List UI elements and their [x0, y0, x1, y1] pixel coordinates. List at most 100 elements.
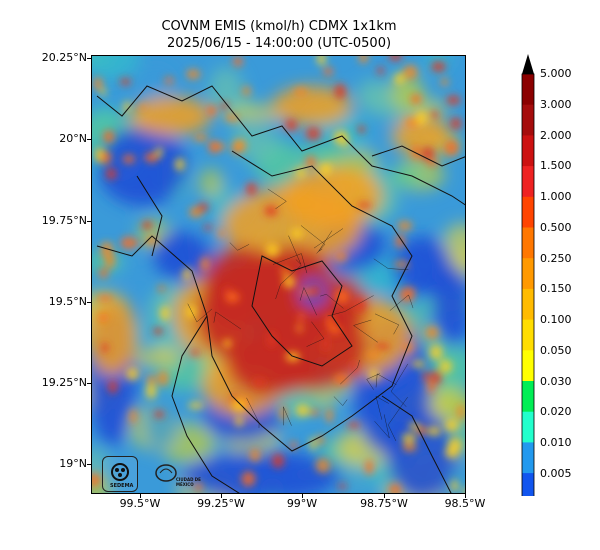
- field-blob: [390, 166, 424, 187]
- emission-speckle: [157, 285, 165, 292]
- boundary-line: [136, 175, 163, 257]
- municipal-boundary: [366, 373, 380, 390]
- colorbar-label: 0.005: [540, 467, 572, 480]
- emission-speckle: [358, 56, 369, 64]
- emission-speckle: [368, 368, 380, 382]
- boundary-line: [96, 235, 240, 493]
- emission-speckle: [105, 168, 117, 180]
- municipal-boundary: [187, 303, 213, 323]
- emission-speckle: [164, 77, 175, 84]
- colorbar-outline: [521, 73, 535, 496]
- lat-tick: [87, 221, 91, 222]
- colorbar-segment: [522, 166, 534, 198]
- field-blob: [92, 56, 140, 81]
- colorbar-segment: [522, 350, 534, 382]
- municipal-boundary: [373, 258, 409, 270]
- emission-speckle: [427, 426, 441, 436]
- field-blob: [368, 463, 392, 486]
- emission-speckle: [315, 458, 331, 474]
- lon-tick: [384, 494, 385, 498]
- emission-speckle: [208, 140, 221, 154]
- boundary-line: [371, 145, 465, 167]
- emission-speckle: [98, 313, 108, 323]
- emission-speckle: [98, 268, 109, 278]
- emission-speckle: [154, 410, 165, 419]
- emission-speckle: [253, 378, 266, 387]
- emission-speckle: [160, 305, 170, 321]
- lat-tick: [87, 383, 91, 384]
- emission-speckle: [126, 367, 139, 381]
- colorbar-segment: [522, 258, 534, 290]
- emission-speckle: [293, 87, 308, 97]
- emission-speckle: [322, 336, 329, 352]
- municipal-boundary: [306, 321, 325, 347]
- emission-speckle: [463, 487, 465, 493]
- municipal-boundary: [275, 264, 302, 300]
- lon-label: 99.25°W: [197, 497, 245, 510]
- sedema-logo-text: SEDEMA: [110, 483, 134, 489]
- emission-speckle: [97, 295, 113, 302]
- emission-speckle: [267, 331, 277, 348]
- emission-speckle: [174, 158, 185, 171]
- emission-speckle: [365, 459, 374, 475]
- municipal-boundary: [353, 319, 378, 343]
- emission-speckle: [132, 239, 139, 246]
- lat-label: 19.5°N: [48, 295, 87, 308]
- municipal-boundary: [288, 235, 302, 265]
- emission-speckle: [122, 154, 136, 164]
- emission-speckle: [295, 404, 311, 417]
- emission-speckle: [186, 305, 197, 319]
- emission-speckle: [241, 86, 252, 96]
- emission-speckle: [397, 220, 413, 231]
- emission-speckle: [217, 229, 226, 238]
- emission-speckle: [445, 446, 459, 459]
- emission-speckle: [119, 78, 132, 86]
- emission-speckle: [142, 220, 153, 230]
- emission-speckle: [451, 479, 459, 492]
- municipal-boundary: [272, 253, 308, 274]
- field-blob: [199, 168, 223, 198]
- emission-speckle: [298, 313, 305, 321]
- colorbar-label: 5.000: [540, 67, 572, 80]
- emission-speckle: [426, 160, 439, 167]
- colorbar-label: 0.100: [540, 313, 572, 326]
- lon-label: 99.5°W: [119, 497, 161, 510]
- colorbar-label: 0.050: [540, 344, 572, 357]
- lat-tick: [87, 139, 91, 140]
- emission-speckle: [220, 101, 229, 111]
- high-emission-area: [227, 336, 317, 396]
- lat-label: 19°N: [59, 457, 87, 470]
- colorbar-extend-top: [522, 54, 534, 74]
- emission-speckle: [445, 418, 459, 432]
- emission-speckle: [280, 267, 290, 276]
- field-blob: [227, 104, 284, 122]
- emission-speckle: [425, 326, 439, 339]
- emission-speckle: [401, 433, 417, 443]
- emission-speckle: [323, 67, 334, 76]
- municipal-boundary: [313, 228, 344, 249]
- boundary-line: [381, 395, 452, 493]
- emission-speckle: [183, 267, 192, 281]
- emission-speckle: [200, 257, 210, 271]
- emission-speckle: [283, 275, 296, 288]
- emission-speckle: [137, 104, 148, 111]
- emission-speckle: [100, 150, 112, 165]
- emission-speckle: [223, 339, 232, 348]
- emission-speckle: [335, 251, 347, 262]
- emission-speckle: [305, 155, 316, 169]
- emission-speckle: [342, 141, 349, 148]
- medium-emission-area: [272, 86, 352, 126]
- municipal-boundary: [374, 313, 400, 335]
- emission-speckle: [104, 252, 116, 269]
- emission-speckle: [102, 130, 115, 144]
- emission-speckle: [456, 404, 465, 420]
- colorbar-segment: [522, 74, 534, 106]
- map-subtitle: 2025/06/15 - 14:00:00 (UTC-0500): [166, 36, 392, 51]
- emission-speckle: [92, 473, 102, 487]
- municipal-boundary: [333, 396, 348, 406]
- emission-speckle: [291, 228, 303, 239]
- emission-speckle: [101, 342, 109, 354]
- boundary-line: [96, 85, 465, 206]
- emission-speckle: [431, 61, 446, 73]
- municipal-boundary: [283, 406, 292, 426]
